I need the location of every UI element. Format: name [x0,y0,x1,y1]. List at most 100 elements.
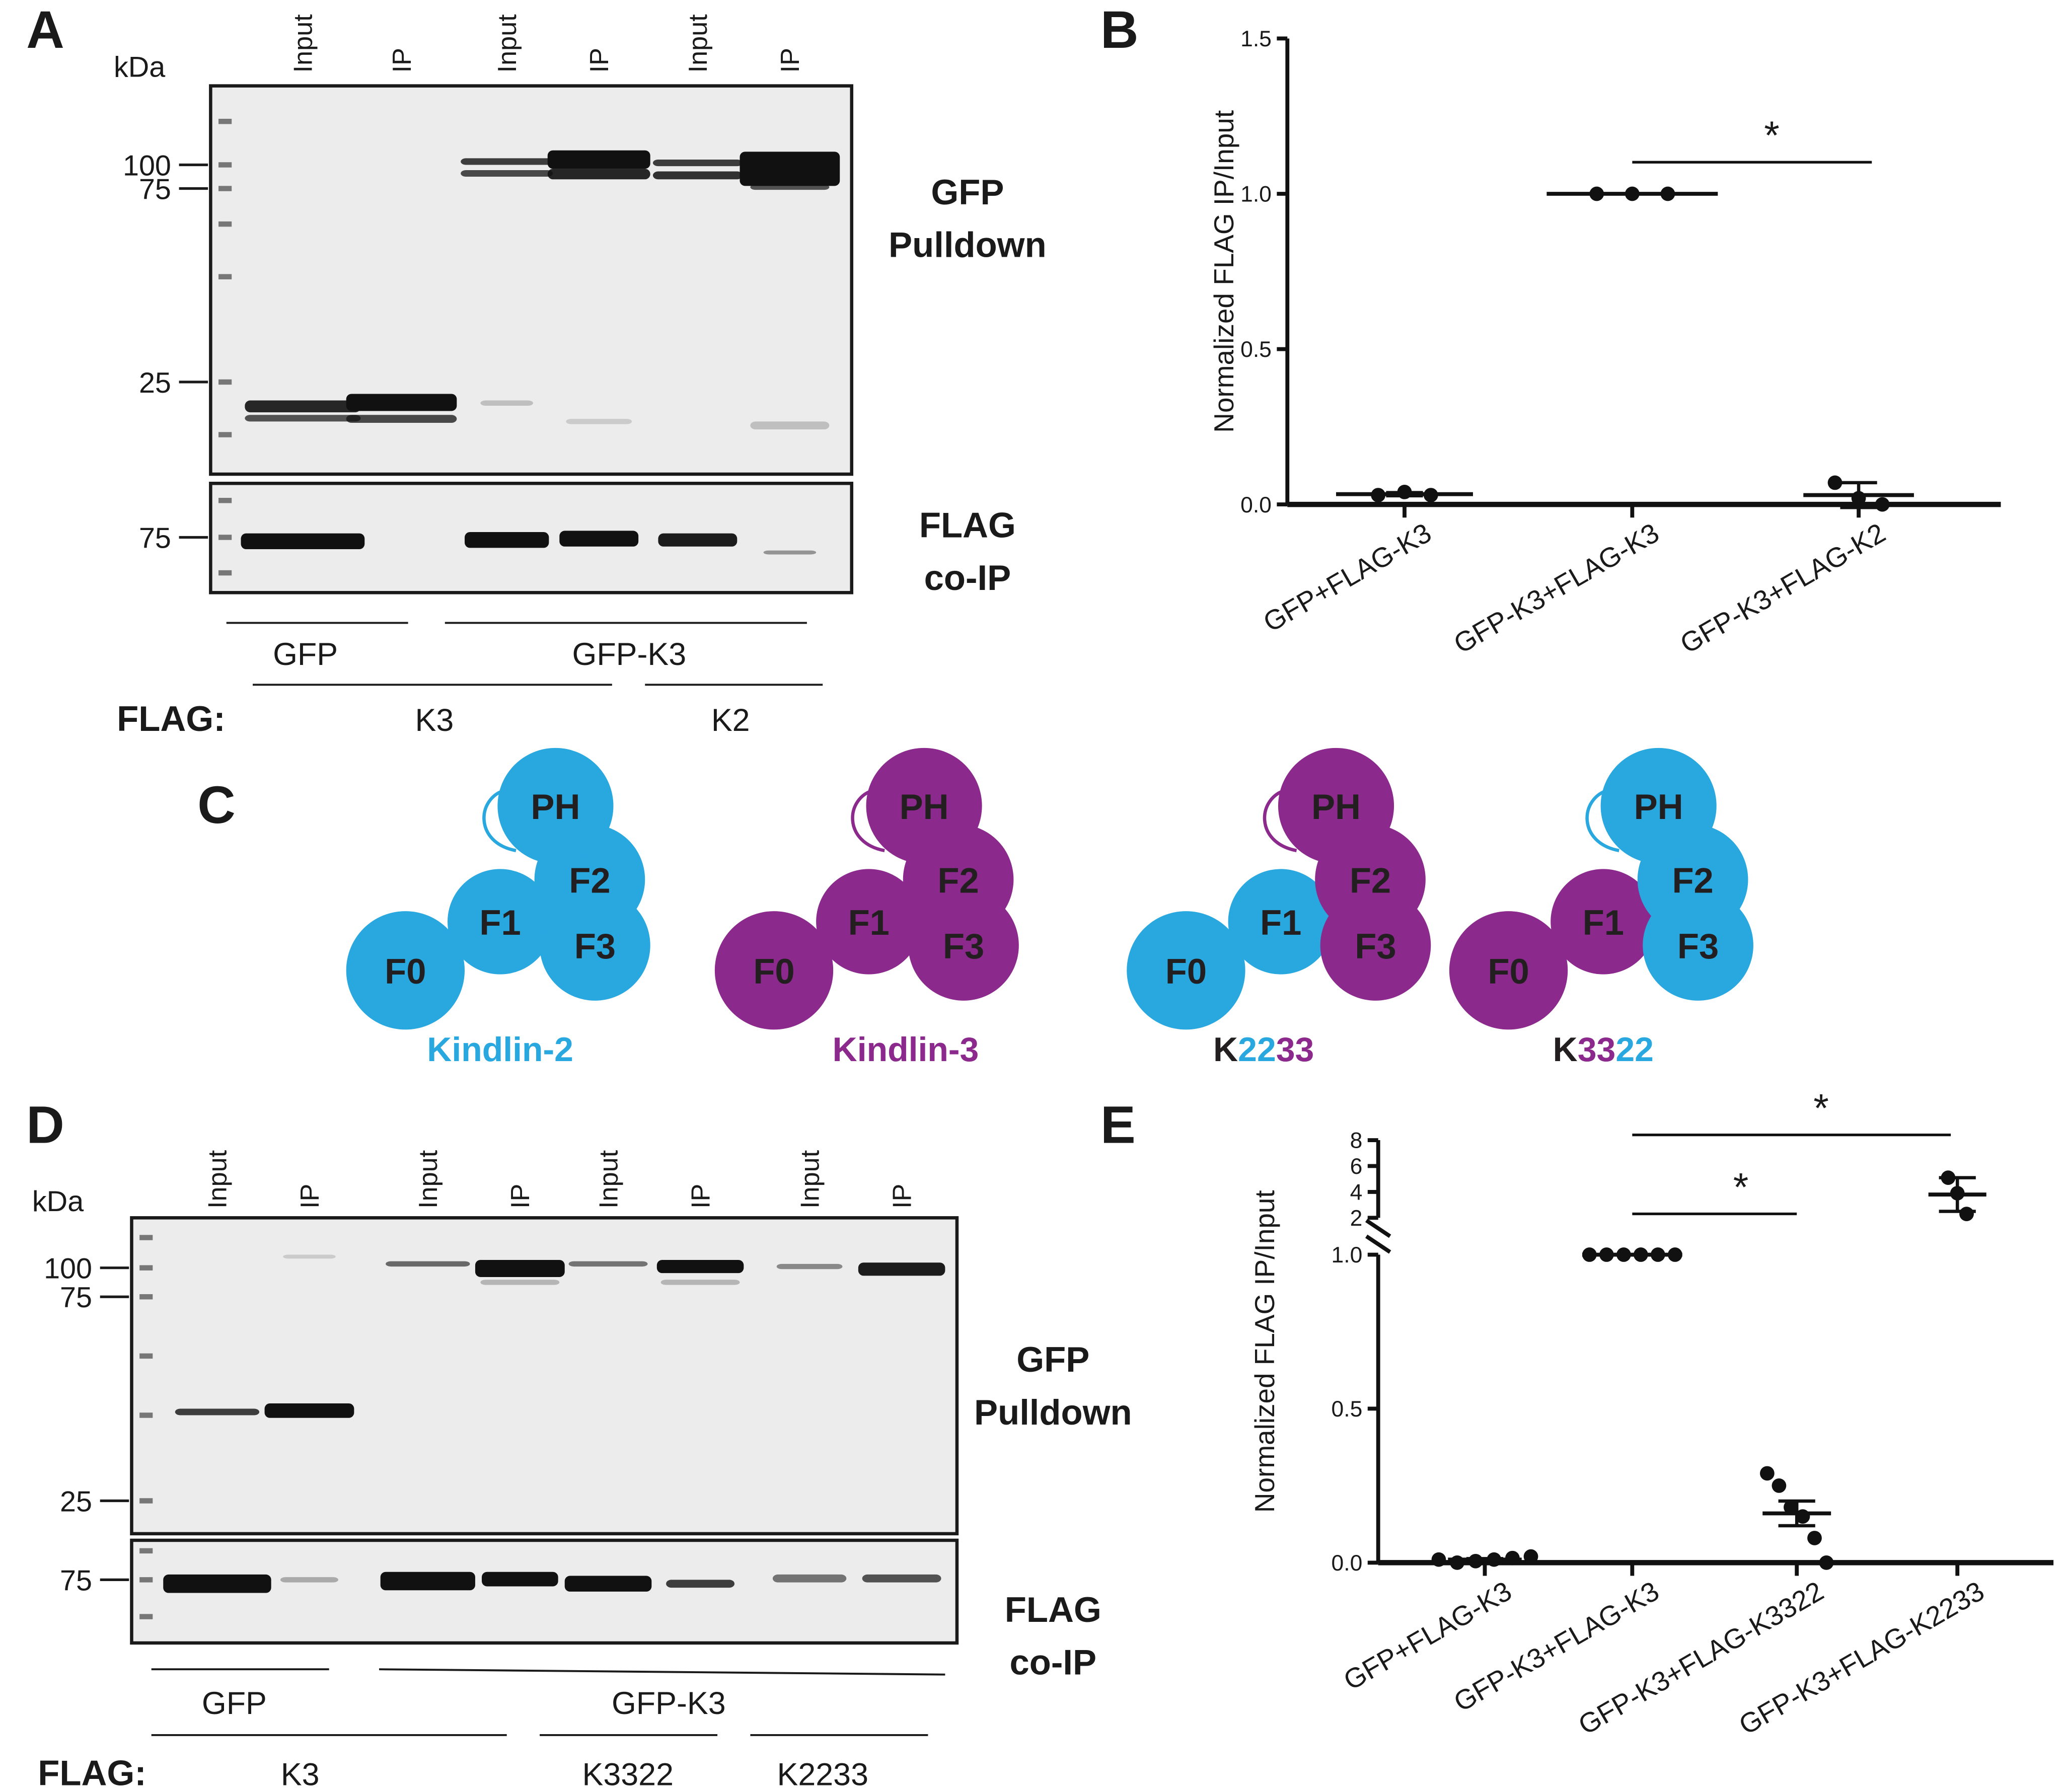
band [559,531,639,547]
band [346,415,457,423]
domain-label: F3 [1355,926,1396,966]
band [658,533,738,547]
marker-label: 75 [139,522,171,554]
band [461,158,553,165]
lane-label: IP [296,1184,325,1209]
ladder-band [218,186,232,191]
lane-label: Input [414,1150,443,1209]
band [283,1254,336,1259]
domain-label: F3 [943,926,984,966]
marker-label: 100 [123,150,171,182]
name-part: Kindlin-3 [833,1030,979,1069]
ladder-band [139,1265,153,1271]
name-part: 22 [1615,1030,1654,1069]
domain-label: F2 [1672,860,1713,900]
group-label: K2233 [777,1757,868,1792]
lane-label: IP [776,48,805,72]
band [480,1280,560,1285]
marker-label: 75 [139,173,171,205]
band [386,1261,470,1267]
domain-label: F1 [1583,903,1624,942]
domain-label: PH [1634,787,1683,827]
band [740,152,840,186]
band [346,394,457,411]
domain [1551,869,1656,975]
domain-label: F1 [1260,903,1301,942]
ladder-band [218,274,232,279]
y-tick-label: 1.0 [1332,1243,1363,1267]
name-part: Kindlin-2 [427,1030,573,1069]
lane-label: Input [289,14,318,73]
band [547,150,650,169]
band [175,1408,260,1415]
domain-label: F2 [569,860,610,900]
band [568,1261,648,1267]
ladder-band [139,1498,153,1504]
band [482,1572,558,1587]
band [566,419,632,424]
domain [714,911,834,1030]
ladder-band [139,1548,153,1554]
band [475,1259,565,1277]
ladder-band [139,1235,153,1240]
y-tick-label: 4 [1350,1180,1363,1205]
band [547,169,650,180]
axis-break [1365,1234,1391,1254]
band [241,533,365,550]
lane-label: Input [594,1150,623,1209]
lane-label: Input [203,1150,233,1209]
group-label: K3 [415,703,454,738]
marker-label: 100 [44,1253,92,1285]
ladder-band [139,1614,153,1619]
lane-label: IP [585,48,614,72]
domain-label: F3 [574,926,616,966]
band [772,1574,847,1583]
data-point [1959,1207,1974,1221]
marker-label: 25 [139,367,171,399]
ladder-band [139,1577,153,1583]
x-tick-label: GFP-K3+FLAG-K2 [1675,517,1891,659]
y-tick-label: 0.5 [1240,337,1272,362]
domain-label: F0 [1165,951,1207,991]
group-label: GFP [273,637,338,672]
lane-label: Input [795,1150,825,1209]
data-point [1431,1552,1446,1567]
data-point [1772,1478,1787,1493]
band [380,1572,475,1591]
ladder-band [218,221,232,227]
domain [448,869,553,975]
ladder-band [218,162,232,168]
ladder-band [218,379,232,385]
data-point [1807,1531,1822,1545]
ladder-band [139,1294,153,1300]
y-axis-label: Normalized FLAG IP/Input [1249,1190,1280,1513]
domain-label: PH [1311,787,1361,827]
data-point [1784,1500,1798,1515]
data-point [1875,497,1890,512]
linker [1263,788,1297,853]
band [666,1580,735,1588]
panel-label: B [1100,1,1139,59]
panel-label: E [1100,1095,1136,1154]
y-tick-label: 1.5 [1240,27,1272,51]
construct-name: Kindlin-3 [833,1030,979,1069]
group-label: GFP-K3 [572,637,687,672]
significance-label: * [1764,113,1780,158]
group-label: K2 [711,703,750,738]
band [245,400,361,413]
x-tick-label: GFP+FLAG-K3 [1258,517,1437,638]
band [564,1576,652,1592]
domain [816,869,922,975]
band [858,1262,945,1276]
domain-label: PH [531,787,580,827]
data-point [1759,1466,1775,1481]
y-tick-label: 8 [1350,1129,1363,1153]
band [763,550,817,555]
y-tick-label: 2 [1350,1206,1363,1231]
band [245,415,361,422]
flag-label: FLAG: [38,1753,146,1792]
significance-label: * [1733,1165,1749,1209]
marker-label: 75 [60,1564,92,1597]
blot-label: FLAG [919,505,1016,545]
axis-break [1365,1219,1391,1238]
